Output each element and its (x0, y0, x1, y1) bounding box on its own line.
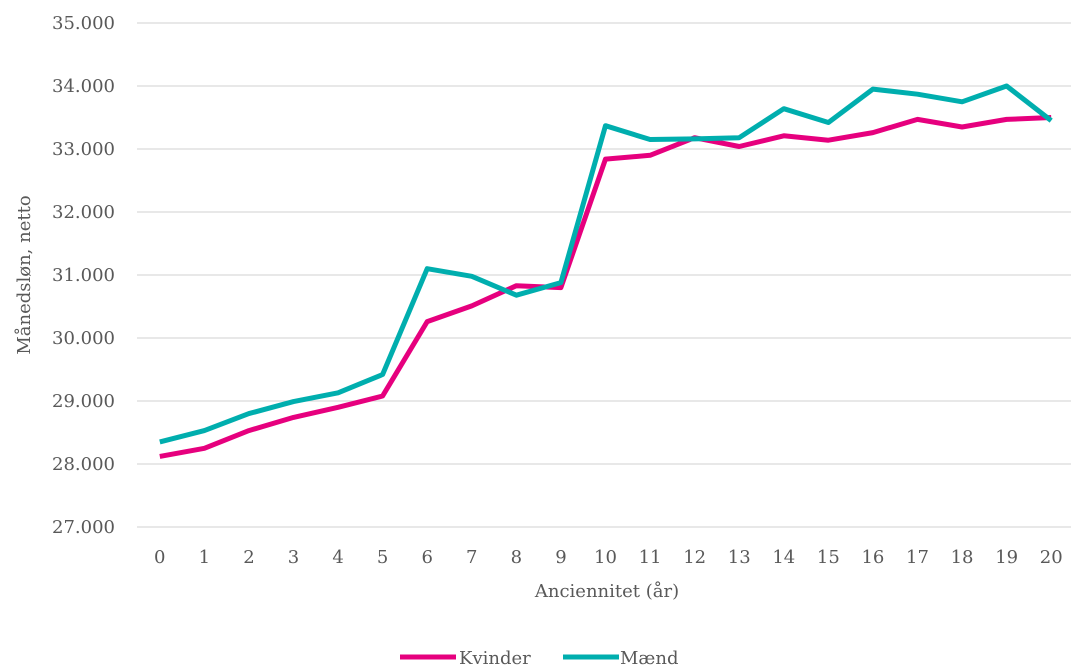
x-axis-ticks: 0 1 2 3 4 5 6 7 8 9 10 11 12 13 14 15 16 17 18 19 20 (154, 547, 1063, 568)
x-tick-label: 5 (377, 547, 388, 568)
x-tick-label: 9 (555, 547, 566, 568)
x-tick-label: 10 (594, 547, 617, 568)
y-tick-label: 33.000 (52, 139, 115, 160)
y-tick-label: 35.000 (52, 13, 115, 34)
x-tick-label: 11 (639, 547, 662, 568)
y-axis-ticks: 27.000 28.000 29.000 30.000 31.000 32.000 33.0… (52, 13, 115, 538)
y-tick-label: 31.000 (52, 265, 115, 286)
y-tick-label: 29.000 (52, 391, 115, 412)
series-lines (159, 83, 1053, 459)
x-tick-label: 15 (817, 547, 840, 568)
x-tick-label: 6 (421, 547, 432, 568)
x-tick-label: 13 (728, 547, 751, 568)
x-axis-title: Anciennitet (år) (534, 580, 679, 602)
x-tick-label: 0 (154, 547, 165, 568)
x-tick-label: 1 (199, 547, 210, 568)
x-tick-label: 8 (511, 547, 522, 568)
series-line-kvinder (159, 115, 1052, 459)
x-tick-label: 2 (243, 547, 254, 568)
y-tick-label: 27.000 (52, 517, 115, 538)
x-tick-label: 3 (288, 547, 299, 568)
y-tick-label: 30.000 (52, 328, 115, 349)
legend: Kvinder Mænd (400, 648, 678, 669)
y-tick-label: 32.000 (52, 202, 115, 223)
x-tick-label: 16 (861, 547, 884, 568)
series-line-mænd (159, 83, 1053, 445)
x-tick-label: 17 (906, 547, 929, 568)
legend-label-mænd: Mænd (620, 648, 678, 666)
x-tick-label: 4 (332, 547, 343, 568)
y-tick-label: 34.000 (52, 76, 115, 97)
y-tick-label: 28.000 (52, 454, 115, 475)
y-axis-title: Månedsløn, netto (13, 195, 35, 354)
x-tick-label: 18 (951, 547, 974, 568)
x-tick-label: 20 (1040, 547, 1063, 568)
legend-label-kvinder: Kvinder (459, 648, 531, 666)
x-tick-label: 7 (466, 547, 477, 568)
x-tick-label: 14 (772, 547, 795, 568)
x-tick-label: 19 (995, 547, 1018, 568)
x-tick-label: 12 (683, 547, 706, 568)
